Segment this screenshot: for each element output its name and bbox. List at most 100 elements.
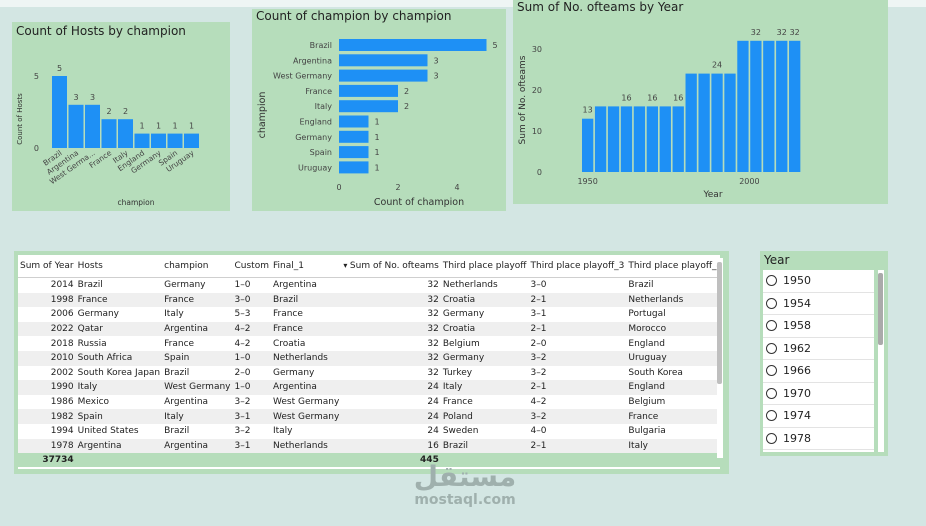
data-label: 1 (156, 122, 161, 131)
table-row[interactable]: 1978 Argentina Argentina 3–1 Netherlands 16 Br… (18, 438, 720, 454)
table-cell: Netherlands (270, 350, 342, 366)
y-tick-label: Uruguay (298, 163, 332, 172)
table-cell: Netherlands (270, 438, 342, 454)
table-cell: West Germany (162, 380, 233, 395)
bar (134, 133, 150, 148)
bar (339, 100, 398, 113)
column-header[interactable]: Third place playoff (440, 255, 529, 278)
table-viewport[interactable]: Sum of Year Hosts champion Custom Final_1 ▾ S… (18, 255, 720, 469)
table-cell: 4–0 (530, 426, 547, 437)
table-cell: 3–1 (530, 309, 547, 320)
radio-button-icon[interactable] (766, 410, 777, 422)
table-cell: Argentina (270, 380, 342, 395)
total-cell (440, 453, 529, 468)
table-cell: Bulgaria (628, 426, 666, 437)
chart-hosts-by-champion[interactable]: Count of Hosts by champion 5 Brazil 3 Argen… (12, 22, 230, 211)
chart-teams-by-year[interactable]: Sum of No. ofteams by Year 13 16 16 16 24 32 3… (513, 0, 888, 204)
table-row[interactable]: 1998 France France 3–0 Brazil 32 Croatia 2–1 Net… (18, 292, 720, 308)
radio-button-icon[interactable] (766, 320, 777, 332)
table-header-row: Sum of Year Hosts champion Custom Final_1 ▾ S… (18, 255, 720, 278)
table-cell: Italy (75, 380, 163, 395)
data-label: 3 (434, 72, 439, 81)
table-cell: 3–0 (232, 292, 271, 308)
table-cell: Turkey (442, 367, 473, 378)
slicer-option[interactable]: 1954 (763, 293, 874, 315)
slicer-scrollbar-thumb[interactable] (878, 273, 883, 345)
table-row[interactable]: 1990 Italy West Germany 1–0 Argentina 24 Italy… (18, 380, 720, 395)
table-cell: France (164, 338, 195, 349)
table-cell: France (442, 397, 473, 408)
table-cell: 24 (341, 409, 441, 424)
table-cell: 4–2 (530, 397, 547, 408)
column-header[interactable]: Hosts (75, 255, 163, 278)
y-tick-label: Argentina (293, 56, 332, 65)
bar (101, 119, 117, 148)
slicer-option[interactable]: 1966 (763, 360, 874, 383)
table-cell: Germany (440, 350, 529, 366)
table-cell: 1994 (50, 426, 74, 437)
y-tick-label: 0 (34, 144, 39, 153)
radio-button-icon[interactable] (766, 387, 777, 399)
watermark-logo: مستقل mostaql.com (395, 462, 535, 509)
table-cell: 3–0 (530, 280, 547, 291)
radio-button-icon[interactable] (766, 432, 777, 444)
y-tick-label: 20 (532, 86, 542, 95)
radio-button-icon[interactable] (766, 297, 777, 309)
column-header[interactable]: Sum of Year (18, 255, 76, 278)
x-tick-label: 0 (336, 183, 341, 192)
slicer-option[interactable]: 1950 (763, 270, 874, 293)
table-cell: 3–2 (234, 397, 251, 408)
y-tick-label: 5 (34, 72, 39, 81)
table-row[interactable]: 1982 Spain Italy 3–1 West Germany 24 Poland 3–2… (18, 409, 720, 424)
bar (339, 69, 428, 82)
column-header[interactable]: Custom (232, 255, 271, 278)
radio-button-icon[interactable] (766, 275, 777, 287)
table-cell: Sweden (442, 426, 479, 437)
slicer-option-label: 1954 (783, 296, 811, 310)
radio-button-icon[interactable] (766, 365, 777, 377)
column-header[interactable]: Third place playoff_3 (528, 255, 627, 278)
table-cell: Italy (272, 426, 293, 437)
table-cell: Portugal (628, 309, 666, 320)
table-cell: South Korea Japan (77, 367, 161, 378)
column-header[interactable]: Final_1 (270, 255, 342, 278)
table-cell: Belgium (628, 397, 666, 408)
table-cell: Spain (75, 409, 163, 424)
slicer-option[interactable]: 1974 (763, 405, 874, 428)
column-header[interactable]: champion (162, 255, 233, 278)
slicer-option-label: 1958 (783, 319, 811, 333)
column-header[interactable]: Third place playoff_4 (626, 255, 720, 278)
table-cell: 3–1 (232, 438, 271, 454)
table-scrollbar-thumb[interactable] (717, 262, 722, 384)
chart-title: Count of Hosts by champion (16, 24, 186, 38)
table-row[interactable]: 1994 United States Brazil 3–2 Italy 24 Sweden 4… (18, 424, 720, 439)
data-label: 5 (57, 64, 62, 73)
table-row[interactable]: 2010 South Africa Spain 1–0 Netherlands 32 Ger… (18, 350, 720, 366)
table-row[interactable]: 2018 Russia France 4–2 Croatia 32 Belgium 2–0 En… (18, 336, 720, 351)
table-row[interactable]: 2006 Germany Italy 5–3 France 32 Germany 3–1 Por… (18, 307, 720, 322)
table-row[interactable]: 2022 Qatar Argentina 4–2 France 32 Croatia 2–1 M… (18, 321, 720, 337)
bar (737, 40, 749, 172)
table-cell: 2–0 (234, 367, 251, 378)
column-header[interactable]: ▾ Sum of No. ofteams (341, 255, 441, 278)
sort-descending-icon: ▾ (343, 261, 350, 270)
y-tick-label: 30 (532, 45, 542, 54)
table-cell: 24 (427, 397, 439, 408)
radio-button-icon[interactable] (766, 342, 777, 354)
table-row[interactable]: 1986 Mexico Argentina 3–2 West Germany 24 Fran… (18, 395, 720, 410)
table-row[interactable]: 2014 Brazil Germany 1–0 Argentina 32 Netherlan… (18, 278, 720, 293)
data-label: 32 (751, 28, 761, 37)
table-row[interactable]: 2002 South Korea Japan Brazil 2–0 Germany 32 T… (18, 366, 720, 381)
x-axis-label: champion (118, 198, 155, 207)
slicer-option[interactable]: 1962 (763, 338, 874, 360)
slicer-option[interactable]: 1978 (763, 428, 874, 450)
slicer-option[interactable]: 1970 (763, 383, 874, 405)
table-cell: 32 (427, 338, 439, 349)
slicer-scrollbar-track[interactable] (878, 270, 884, 452)
bar (339, 115, 369, 128)
chart-champion-by-champion[interactable]: Count of champion by champion 5 Brazil 3 Ar… (252, 9, 506, 211)
slicer-option[interactable]: 1958 (763, 315, 874, 338)
table-cell: 32 (341, 321, 441, 337)
bar (582, 118, 594, 172)
